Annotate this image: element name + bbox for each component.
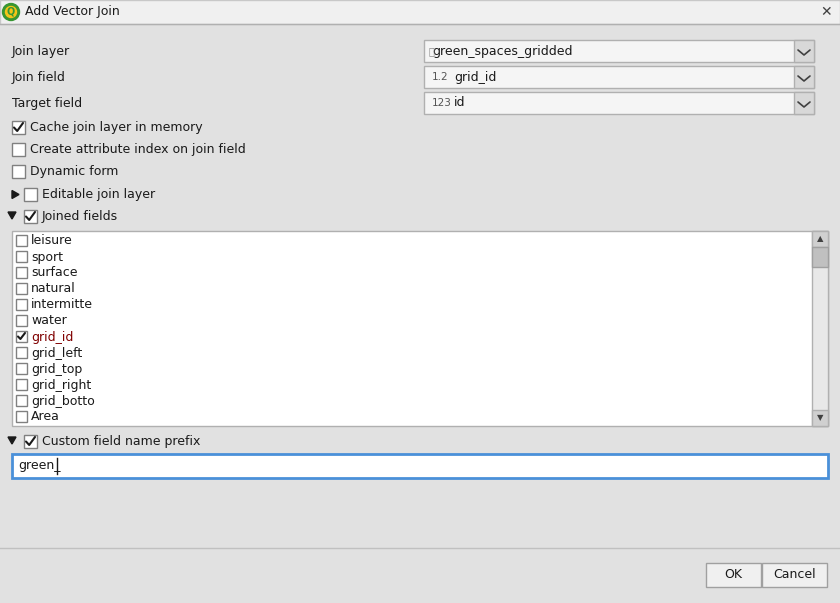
Text: Add Vector Join: Add Vector Join: [25, 5, 120, 19]
Bar: [794, 92, 814, 114]
Text: sport: sport: [31, 250, 63, 264]
Text: Custom field name prefix: Custom field name prefix: [42, 435, 201, 448]
Text: Target field: Target field: [12, 96, 82, 110]
Text: Cache join layer in memory: Cache join layer in memory: [30, 121, 202, 134]
Bar: [794, 40, 814, 62]
Bar: [16, 251, 27, 262]
Text: natural: natural: [31, 282, 76, 295]
Text: Area: Area: [31, 411, 60, 423]
Polygon shape: [8, 437, 16, 444]
Text: leisure: leisure: [31, 235, 73, 247]
Circle shape: [3, 4, 19, 21]
Bar: [16, 267, 27, 278]
Text: grid_right: grid_right: [31, 379, 92, 391]
Bar: [24, 435, 37, 448]
Bar: [424, 66, 814, 88]
Bar: [0, 0, 840, 24]
Text: ▲: ▲: [816, 235, 823, 244]
Polygon shape: [8, 212, 16, 219]
Text: water: water: [31, 315, 66, 327]
Bar: [12, 121, 25, 134]
Text: OK: OK: [724, 569, 743, 581]
Text: grid_id: grid_id: [454, 71, 496, 83]
Text: green_spaces_gridded: green_spaces_gridded: [432, 45, 573, 57]
Circle shape: [6, 7, 17, 17]
Text: intermitte: intermitte: [31, 298, 93, 312]
Text: Create attribute index on join field: Create attribute index on join field: [30, 143, 246, 156]
Bar: [16, 395, 27, 406]
Bar: [812, 247, 828, 267]
Text: surface: surface: [31, 267, 77, 280]
Bar: [12, 231, 828, 426]
Bar: [812, 231, 828, 247]
Text: 123: 123: [432, 98, 452, 108]
Bar: [24, 188, 37, 201]
Bar: [424, 40, 814, 62]
Text: grid_top: grid_top: [31, 362, 82, 376]
Bar: [16, 379, 27, 390]
Polygon shape: [12, 191, 19, 198]
Text: green_: green_: [18, 459, 60, 473]
Bar: [16, 235, 27, 246]
Text: Join layer: Join layer: [12, 45, 70, 57]
Text: ▼: ▼: [816, 414, 823, 423]
Text: id: id: [454, 96, 465, 110]
Bar: [16, 347, 27, 358]
Text: 1.2: 1.2: [432, 72, 449, 82]
Bar: [812, 231, 828, 426]
Bar: [16, 299, 27, 310]
Text: Editable join layer: Editable join layer: [42, 188, 155, 201]
Text: grid_left: grid_left: [31, 347, 82, 359]
Bar: [12, 165, 25, 178]
Bar: [12, 143, 25, 156]
Bar: [424, 92, 814, 114]
Bar: [16, 283, 27, 294]
Text: Q: Q: [7, 7, 15, 17]
Text: Join field: Join field: [12, 71, 66, 83]
Text: Cancel: Cancel: [773, 569, 816, 581]
Bar: [762, 563, 827, 587]
Bar: [16, 315, 27, 326]
Text: 🗺: 🗺: [429, 46, 435, 56]
Text: Joined fields: Joined fields: [42, 210, 118, 223]
Text: ✕: ✕: [820, 5, 832, 19]
Text: Dynamic form: Dynamic form: [30, 165, 118, 178]
Bar: [24, 210, 37, 223]
Bar: [16, 411, 27, 422]
Text: grid_botto: grid_botto: [31, 394, 95, 408]
Bar: [812, 410, 828, 426]
Bar: [16, 331, 27, 342]
Bar: [16, 363, 27, 374]
Bar: [706, 563, 761, 587]
Bar: [794, 66, 814, 88]
Text: grid_id: grid_id: [31, 330, 73, 344]
Bar: [12, 454, 828, 478]
